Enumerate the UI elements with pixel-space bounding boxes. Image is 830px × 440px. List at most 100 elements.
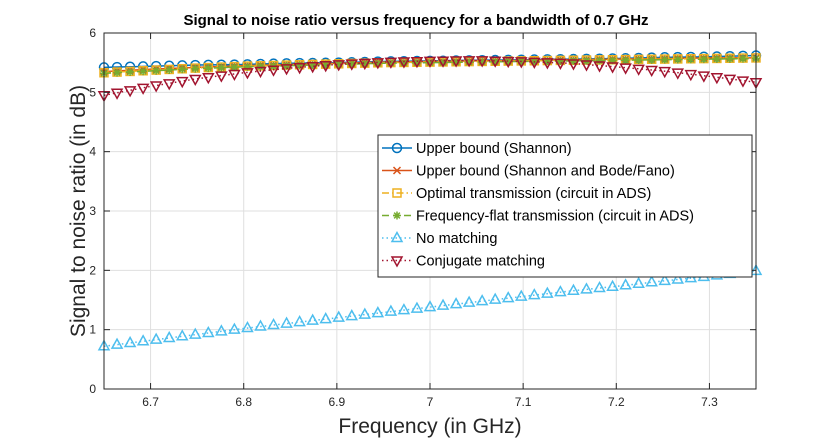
- data-point: [332, 60, 345, 72]
- data-point: [426, 58, 434, 67]
- data-point: [515, 57, 528, 69]
- x-tick-label: 7.1: [515, 395, 532, 409]
- data-point: [501, 56, 515, 69]
- x-axis-label: Frequency (in GHz): [338, 415, 521, 438]
- data-point: [256, 62, 265, 71]
- data-point: [217, 63, 226, 72]
- data-point: [412, 58, 421, 67]
- x-tick-label: 6.8: [235, 395, 252, 409]
- data-point: [595, 56, 604, 65]
- y-tick-label: 5: [89, 85, 96, 99]
- data-point: [267, 318, 280, 330]
- data-point: [123, 86, 137, 98]
- data-point: [671, 272, 685, 284]
- data-point: [332, 310, 345, 322]
- legend-marker: [391, 142, 403, 154]
- data-point: [593, 281, 606, 293]
- x-tick-label: 7.2: [608, 395, 625, 409]
- data-point: [567, 283, 580, 295]
- data-point: [488, 292, 502, 304]
- y-tick-label: 2: [89, 263, 96, 277]
- data-point: [621, 56, 630, 65]
- data-point: [373, 59, 382, 68]
- data-point: [567, 59, 580, 71]
- data-point: [113, 68, 122, 77]
- data-point: [541, 58, 554, 70]
- data-point: [397, 303, 411, 315]
- legend-marker: [392, 166, 402, 175]
- data-point: [738, 54, 747, 63]
- data-point: [580, 282, 593, 294]
- data-point: [488, 56, 502, 68]
- data-point: [386, 59, 395, 68]
- data-point: [580, 60, 593, 72]
- data-point: [175, 329, 189, 341]
- data-point: [110, 337, 124, 349]
- data-point: [710, 73, 724, 85]
- x-tick-label: 7: [427, 395, 434, 409]
- data-point: [541, 286, 554, 298]
- x-tick-label: 6.7: [142, 395, 159, 409]
- data-point: [712, 55, 721, 64]
- data-point: [491, 57, 500, 66]
- legend-label: Upper bound (Shannon): [416, 141, 572, 157]
- data-point: [178, 65, 187, 74]
- data-point: [358, 307, 372, 319]
- data-point: [319, 61, 332, 73]
- data-point: [423, 300, 437, 312]
- data-point: [436, 298, 450, 310]
- data-point: [593, 61, 606, 73]
- y-tick-label: 4: [89, 145, 96, 159]
- series-conjugate-matching: [97, 56, 763, 103]
- data-point: [452, 58, 461, 67]
- data-point: [686, 55, 695, 64]
- data-point: [189, 327, 202, 339]
- data-point: [501, 291, 515, 303]
- data-point: [267, 65, 280, 77]
- legend-label: Optimal transmission (circuit in ADS): [416, 186, 651, 202]
- data-point: [308, 61, 317, 70]
- axis-ticks: 6.7 6.8 6.9 7 7.1 7.2 7.3 0 1 2 3 4 5 6: [89, 26, 756, 409]
- data-point: [449, 297, 463, 309]
- data-point: [371, 306, 385, 318]
- data-point: [462, 295, 476, 307]
- data-point: [543, 57, 552, 66]
- data-point: [282, 61, 291, 70]
- data-point: [684, 69, 698, 82]
- y-tick-label: 1: [89, 323, 96, 337]
- legend-item: No matching: [382, 230, 497, 247]
- data-point: [384, 304, 398, 316]
- data-point: [697, 71, 711, 83]
- series-line: [103, 59, 757, 97]
- data-point: [345, 59, 359, 71]
- data-point: [165, 66, 174, 75]
- data-point: [608, 56, 617, 65]
- y-tick-label: 3: [89, 204, 96, 218]
- data-point: [569, 56, 578, 65]
- data-point: [215, 324, 228, 336]
- data-point: [360, 59, 369, 68]
- data-point: [152, 66, 161, 75]
- data-point: [228, 322, 241, 334]
- data-point: [660, 55, 669, 64]
- data-point: [671, 68, 685, 80]
- data-point: [293, 315, 306, 327]
- data-point: [658, 273, 671, 286]
- data-point: [399, 58, 408, 67]
- data-point: [504, 57, 513, 66]
- data-point: [334, 60, 343, 69]
- data-point: [162, 79, 176, 91]
- data-point: [254, 66, 267, 79]
- data-point: [465, 58, 474, 67]
- data-point: [136, 83, 150, 95]
- data-point: [462, 56, 476, 68]
- data-point: [554, 285, 567, 297]
- legend-item: Upper bound (Shannon and Bode/Fano): [382, 164, 675, 180]
- data-point: [347, 60, 356, 69]
- data-point: [149, 332, 163, 344]
- data-point: [475, 56, 489, 68]
- legend-label: Upper bound (Shannon and Bode/Fano): [416, 164, 675, 180]
- data-point: [410, 301, 424, 313]
- data-point: [241, 68, 254, 80]
